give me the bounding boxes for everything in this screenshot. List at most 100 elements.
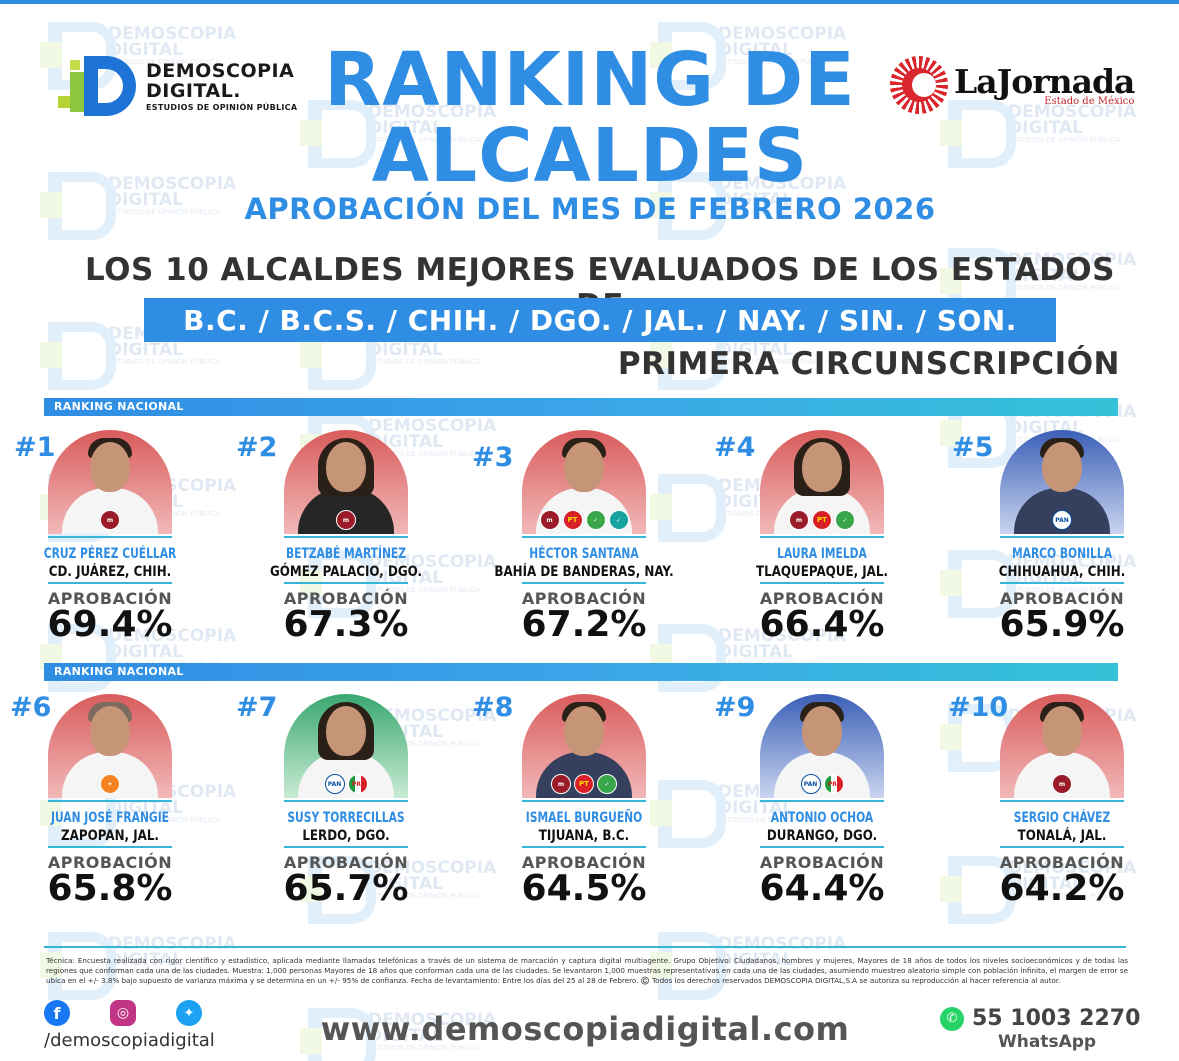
candidate-city: TIJUANA, B.C. [538,828,630,844]
divider [1000,800,1124,802]
divider [1000,846,1124,848]
divider [284,536,408,538]
divider [1000,582,1124,584]
party-logo-icon: m [100,510,120,530]
logo-line1: DEMOSCOPIA [146,59,295,82]
candidate-name: BETZABÉ MARTÍNEZ [285,546,407,562]
la-jornada-state: Estado de México [1044,95,1135,107]
rank-number: #10 [948,692,1009,723]
party-logo-icon: ✓ [835,510,855,530]
states-bar: B.C. / B.C.S. / CHIH. / DGO. / JAL. / NA… [144,298,1056,342]
party-logo-icon: m [336,510,356,530]
website-link[interactable]: www.demoscopiadigital.com [320,1010,850,1048]
candidate-card: #10 m SERGIO CHÁVEZ TONALÁ, JAL. APROBACIÓN 6… [948,692,1160,924]
candidate-card: #5 PAN MARCO BONILLA CHIHUAHUA, CHIH. APROBA… [952,430,1160,660]
ranking-bar-bottom: RANKING NACIONAL [44,663,1118,681]
title-line2: ALCALDES [371,113,809,199]
candidate-card: #6 ✦ JUAN JOSÉ FRANGIE ZAPOPAN, JAL. APROBAC… [8,692,208,924]
candidate-name: HÉCTOR SANTANA [529,546,639,562]
party-logo-icon: PT [574,774,594,794]
divider [760,582,884,584]
top-rule [0,0,1179,4]
approval-value: 65.7% [283,868,409,909]
party-logo-icon: ✦ [100,774,120,794]
candidate-photo: m [48,430,172,534]
party-logo-icon: PRI [823,774,844,794]
twitter-icon[interactable]: ✦ [176,1000,202,1026]
rank-number: #4 [714,432,756,463]
la-jornada-name: LaJornada [954,61,1135,101]
candidate-city: DURANGO, DGO. [766,828,878,844]
approval-label: APROBACIÓN [47,853,173,872]
candidate-city: BAHÍA DE BANDERAS, NAY. [494,564,674,580]
approval-label: APROBACIÓN [999,853,1125,872]
approval-label: APROBACIÓN [999,589,1125,608]
approval-label: APROBACIÓN [759,853,885,872]
divider [284,800,408,802]
approval-label: APROBACIÓN [283,589,409,608]
candidate-name: MARCO BONILLA [1011,546,1112,562]
party-logo-icon: PAN [324,774,345,794]
party-logo-icon: PAN [800,774,821,794]
whatsapp-contact[interactable]: ✆ 55 1003 2270 [940,1006,1140,1031]
candidate-photo: PAN PRI [760,694,884,798]
divider [48,582,172,584]
instagram-icon[interactable]: ◎ [110,1000,136,1026]
facebook-icon[interactable]: f [44,1000,70,1026]
divider [522,582,646,584]
whatsapp-number: 55 1003 2270 [972,1006,1141,1031]
candidate-name: ISMAEL BURGUEÑO [525,810,643,826]
party-logo-icon: m [1052,774,1072,794]
candidate-name: CRUZ PÉREZ CUÉLLAR [43,546,177,562]
ranking-bar-top: RANKING NACIONAL [44,398,1118,416]
divider [760,846,884,848]
candidate-photo: m PT ✓ [522,694,646,798]
candidate-photo: m [284,430,408,534]
candidate-card: #8 m PT ✓ ISMAEL BURGUEÑO TIJUANA, B.C. APROBA… [472,692,682,924]
title-line1: RANKING DE [324,37,856,123]
candidate-card: #7 PAN PRI SUSY TORRECILLAS LERDO, DGO. APROB… [236,692,444,924]
party-logo-icon: PAN [1052,510,1072,530]
divider [522,800,646,802]
whatsapp-icon: ✆ [940,1006,964,1031]
logo-line2: DIGITAL. [146,79,242,102]
candidate-card: #3 m PT ✓ ✓ HÉCTOR SANTANA BAHÍA DE BANDERAS, … [472,430,682,660]
approval-value: 69.4% [47,604,173,645]
approval-value: 64.2% [999,868,1125,909]
candidate-card: #1 m CRUZ PÉREZ CUÉLLAR CD. JUÁREZ, CHIH. AP… [8,430,208,660]
candidate-name: JUAN JOSÉ FRANGIE [50,810,169,826]
rank-number: #5 [952,432,994,463]
rank-number: #8 [472,692,514,723]
candidate-card: #4 m PT ✓ LAURA IMELDA TLAQUEPAQUE, JAL. APROB… [714,430,920,660]
candidate-city: GÓMEZ PALACIO, DGO. [270,564,422,580]
party-logo-icon: ✓ [585,510,606,530]
demoscopia-logo: DEMOSCOPIA DIGITAL. ESTUDIOS DE OPINIÓN … [56,54,297,118]
approval-value: 66.4% [759,604,885,645]
candidate-name: ANTONIO OCHOA [770,810,874,826]
rank-number: #7 [236,692,278,723]
approval-label: APROBACIÓN [521,589,647,608]
approval-value: 64.5% [521,868,647,909]
candidate-city: ZAPOPAN, JAL. [61,828,159,844]
divider [48,800,172,802]
demoscopia-logo-icon [56,54,138,118]
candidate-name: SUSY TORRECILLAS [287,810,405,826]
divider [1000,536,1124,538]
candidate-photo: PAN PRI [284,694,408,798]
divider [760,800,884,802]
sun-icon [890,56,948,114]
party-logo-icon: m [789,510,809,530]
candidate-photo: m PT ✓ ✓ [522,430,646,534]
approval-value: 67.3% [283,604,409,645]
approval-value: 65.8% [47,868,173,909]
rank-number: #1 [14,432,56,463]
logo-line3: ESTUDIOS DE OPINIÓN PÚBLICA [146,102,298,112]
social-handle[interactable]: /demoscopiadigital [44,1030,215,1051]
party-logo-icon: PRI [347,774,368,794]
divider [284,846,408,848]
approval-label: APROBACIÓN [521,853,647,872]
approval-label: APROBACIÓN [759,589,885,608]
la-jornada-logo: LaJornada Estado de México [890,56,1135,114]
divider [760,536,884,538]
